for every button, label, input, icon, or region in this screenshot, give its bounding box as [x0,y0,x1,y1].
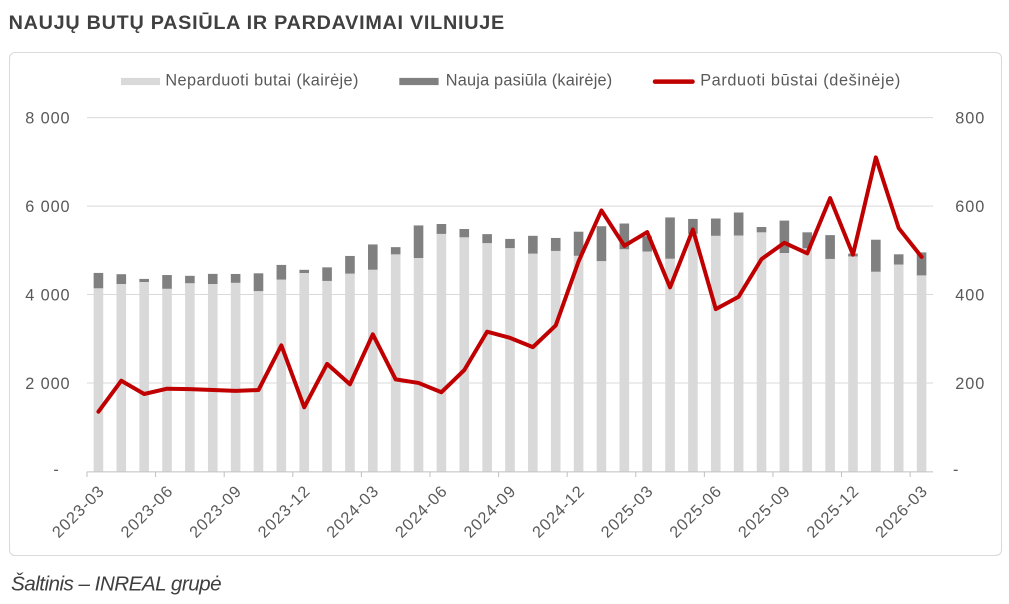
svg-text:2023-12: 2023-12 [255,482,314,541]
svg-text:2024-09: 2024-09 [460,482,519,541]
svg-text:2024-12: 2024-12 [529,482,588,541]
svg-text:2025-09: 2025-09 [735,482,794,541]
svg-text:2025-06: 2025-06 [666,482,725,541]
svg-text:NAUJŲ BUTŲ PASIŪLA IR PARDAVIM: NAUJŲ BUTŲ PASIŪLA IR PARDAVIMAI VILNIUJ… [9,12,505,34]
svg-text:2024-06: 2024-06 [392,482,451,541]
svg-text:2026-03: 2026-03 [872,482,931,541]
svg-text:200: 200 [955,375,985,393]
svg-text:Šaltinis – INREAL grupė: Šaltinis – INREAL grupė [11,573,221,596]
svg-text:4 000: 4 000 [25,286,70,304]
svg-text:400: 400 [955,286,985,304]
svg-text:2025-12: 2025-12 [803,482,862,541]
svg-text:-: - [53,461,59,479]
svg-text:2 000: 2 000 [25,375,70,393]
svg-text:600: 600 [955,198,985,216]
svg-text:8 000: 8 000 [25,110,70,128]
svg-text:2023-09: 2023-09 [186,482,245,541]
svg-text:Neparduoti butai (kairėje): Neparduoti butai (kairėje) [165,72,358,90]
svg-text:2023-06: 2023-06 [117,482,176,541]
svg-text:Nauja pasiūla (kairėje): Nauja pasiūla (kairėje) [446,72,613,90]
svg-text:2024-03: 2024-03 [323,482,382,541]
svg-text:-: - [953,461,959,479]
svg-text:6 000: 6 000 [25,198,70,216]
svg-text:Parduoti būstai (dešinėje): Parduoti būstai (dešinėje) [700,72,901,90]
svg-text:2023-03: 2023-03 [49,482,108,541]
svg-text:800: 800 [955,110,985,128]
svg-text:2025-03: 2025-03 [598,482,657,541]
